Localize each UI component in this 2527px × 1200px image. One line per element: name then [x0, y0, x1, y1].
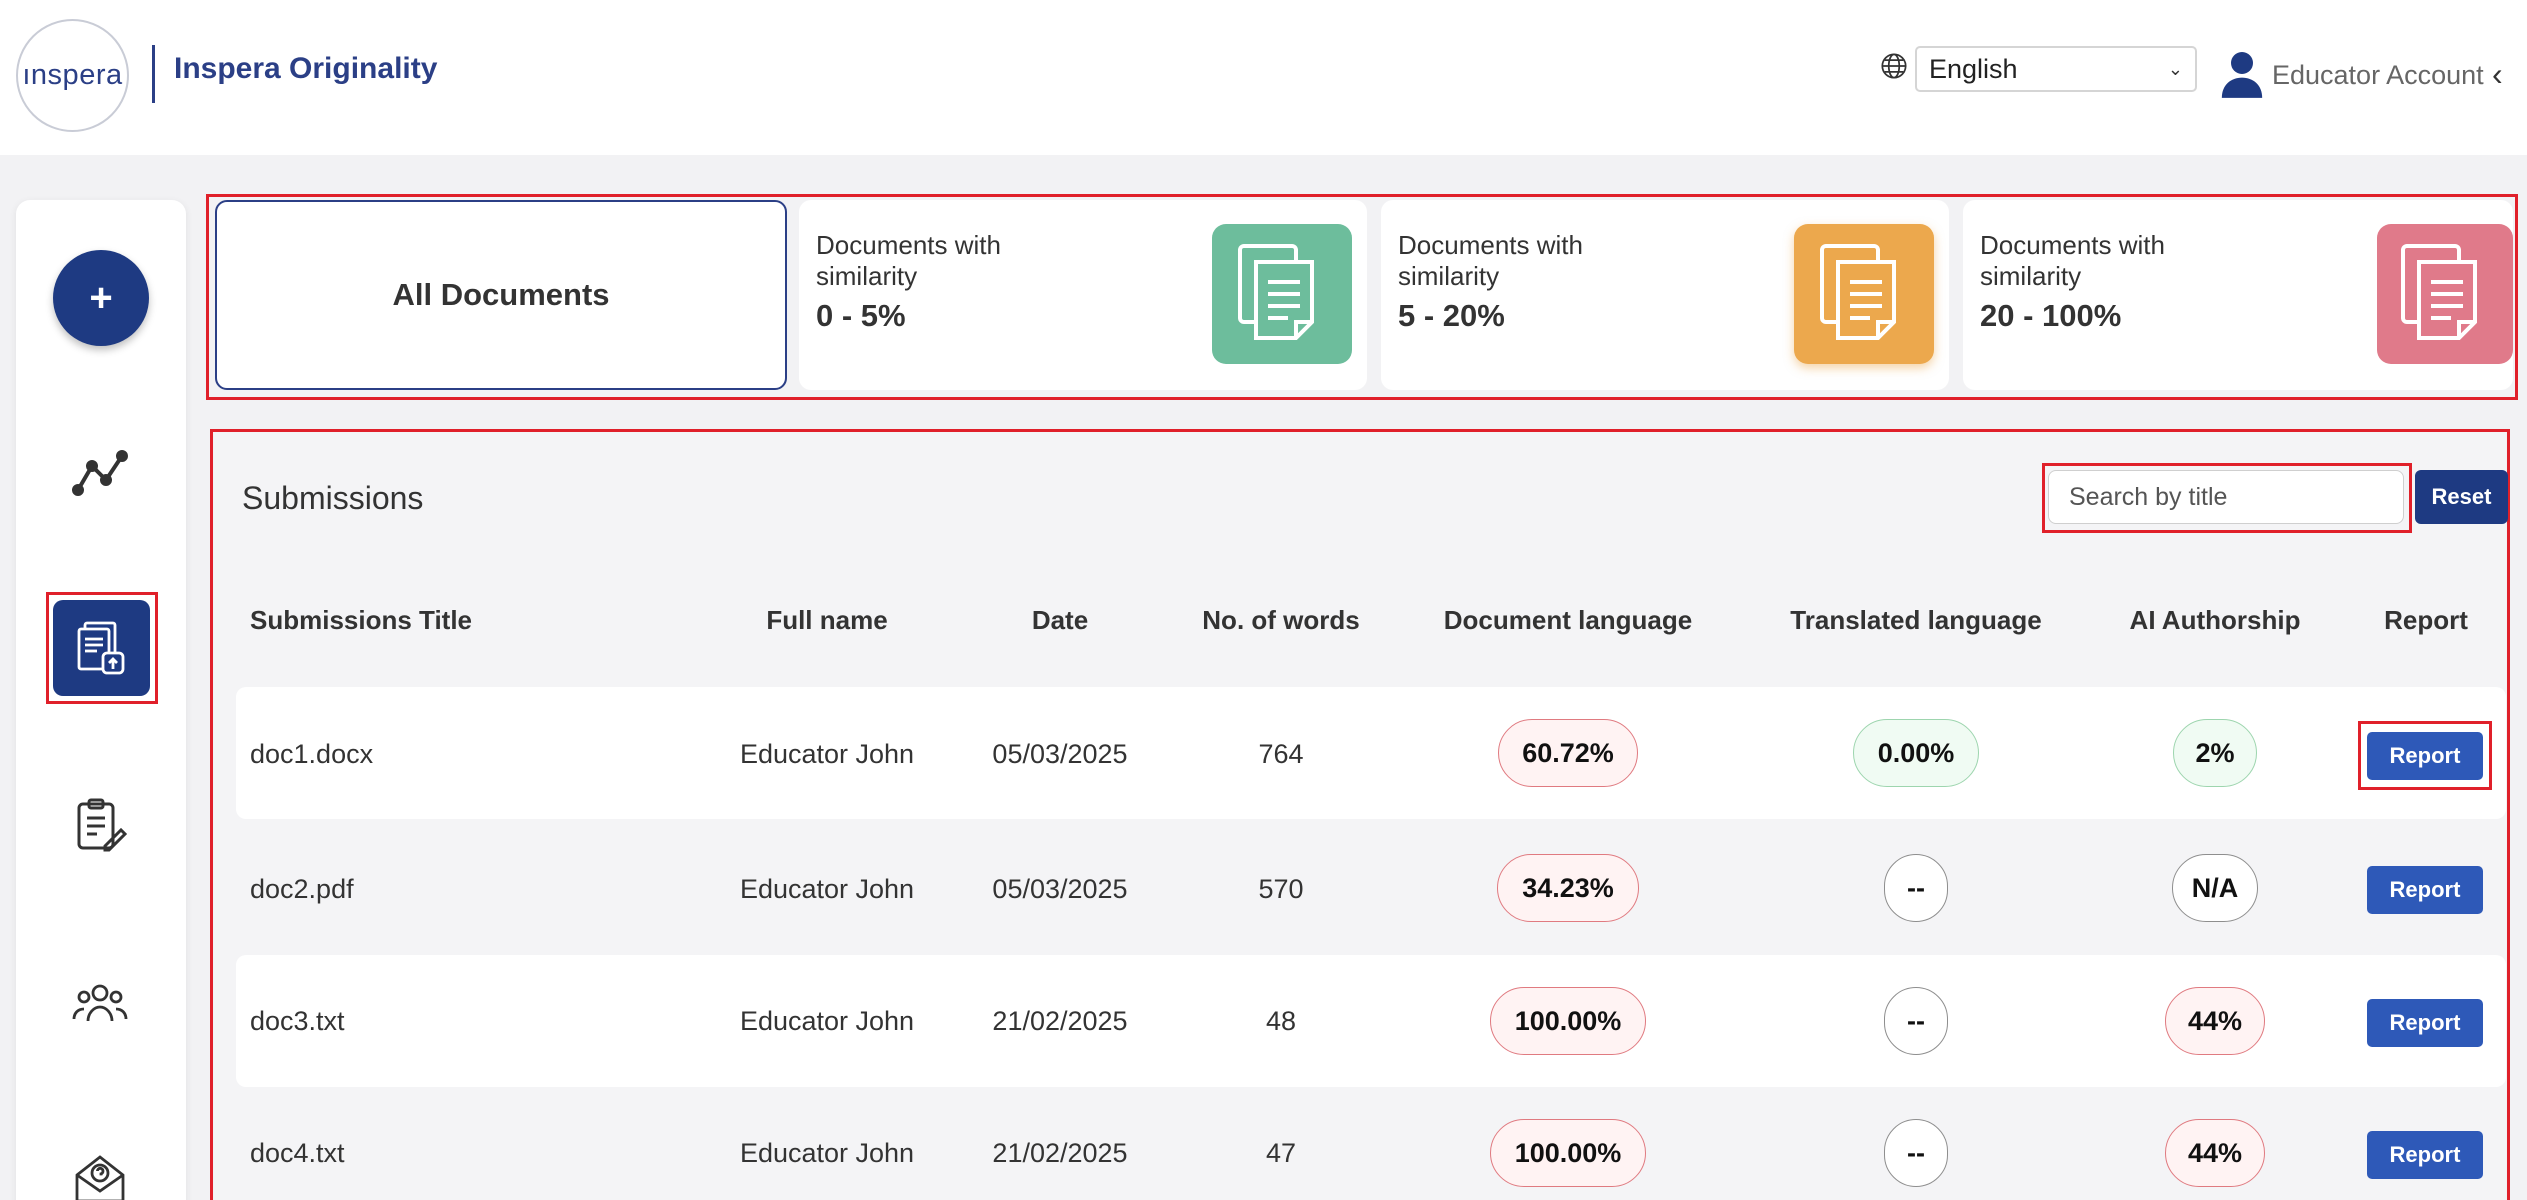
report-button[interactable]: Report — [2367, 866, 2483, 914]
report-button[interactable]: Report — [2367, 732, 2483, 780]
language-select[interactable]: English ⌄ — [1915, 46, 2197, 92]
users-group-icon — [72, 984, 128, 1022]
cell-full-name: Educator John — [739, 1138, 915, 1168]
column-header-translated-language[interactable]: Translated language — [1790, 605, 2042, 635]
translated-language-badge: -- — [1884, 987, 1948, 1055]
translated-language-badge: -- — [1884, 1119, 1948, 1187]
cell-date: 05/03/2025 — [992, 739, 1128, 769]
card-label: Documents with similarity — [1398, 230, 1583, 291]
ai-authorship-badge: 44% — [2165, 1119, 2265, 1187]
table-row[interactable] — [236, 687, 2506, 819]
logo-text: ınspera — [22, 59, 123, 91]
sidebar-item-users[interactable] — [70, 973, 130, 1033]
reset-button[interactable]: Reset — [2415, 470, 2508, 524]
summary-cards-highlight — [206, 194, 2518, 400]
active-item-highlight — [46, 592, 158, 704]
cell-full-name: Educator John — [739, 1006, 915, 1036]
app-header: ınspera Inspera Originality English ⌄ Ed… — [0, 0, 2527, 155]
column-header-words[interactable]: No. of words — [1202, 605, 1360, 635]
cell-date: 21/02/2025 — [992, 1006, 1128, 1036]
search-highlight — [2042, 463, 2412, 533]
column-header-name[interactable]: Full name — [766, 605, 888, 635]
chevron-left-icon[interactable]: ‹ — [2492, 56, 2503, 92]
user-icon[interactable] — [2220, 50, 2264, 98]
card-label: Documents with similarity — [816, 230, 1001, 291]
column-header-ai-authorship[interactable]: AI Authorship — [2129, 605, 2301, 635]
sidebar-item-assignments[interactable] — [70, 795, 130, 855]
documents-icon — [2377, 224, 2513, 364]
column-header-document-language[interactable]: Document language — [1443, 605, 1693, 635]
document-language-badge: 100.00% — [1490, 987, 1646, 1055]
cell-title[interactable]: doc3.txt — [250, 1006, 345, 1036]
column-header-title[interactable]: Submissions Title — [250, 605, 473, 635]
add-submission-button[interactable]: + — [53, 250, 149, 346]
cell-full-name: Educator John — [739, 739, 915, 769]
card-range: 20 - 100% — [1980, 298, 2122, 333]
sidebar-item-analytics[interactable] — [70, 444, 130, 504]
document-language-badge: 60.72% — [1498, 719, 1638, 787]
report-button[interactable]: Report — [2367, 999, 2483, 1047]
translated-language-badge: 0.00% — [1853, 719, 1979, 787]
document-language-badge: 100.00% — [1490, 1119, 1646, 1187]
report-button-highlight — [2358, 721, 2492, 790]
cell-words: 570 — [1258, 874, 1304, 904]
column-header-report: Report — [2384, 605, 2468, 635]
app-name: Inspera Originality — [174, 52, 438, 85]
submissions-panel-highlight — [210, 429, 2510, 1200]
card-similarity-low[interactable]: Documents with similarity 0 - 5% — [799, 200, 1367, 390]
cell-words: 764 — [1258, 739, 1304, 769]
documents-icon — [1794, 224, 1934, 364]
card-similarity-mid[interactable]: Documents with similarity 5 - 20% — [1381, 200, 1949, 390]
translated-language-badge: -- — [1884, 854, 1948, 922]
submissions-title: Submissions — [242, 480, 424, 516]
card-label: Documents with similarity — [1980, 230, 2165, 291]
globe-icon — [1881, 53, 1907, 79]
ai-authorship-badge: 2% — [2173, 719, 2257, 787]
cell-words: 47 — [1265, 1138, 1297, 1168]
line-chart-icon — [72, 450, 128, 496]
card-range: 0 - 5% — [816, 298, 906, 333]
sidebar-item-support[interactable] — [70, 1148, 130, 1200]
chevron-down-icon: ⌄ — [2167, 58, 2183, 79]
card-range: 5 - 20% — [1398, 298, 1505, 333]
report-button[interactable]: Report — [2367, 1131, 2483, 1179]
cell-title[interactable]: doc4.txt — [250, 1138, 345, 1168]
column-header-date[interactable]: Date — [1031, 605, 1089, 635]
sidebar-item-documents[interactable] — [53, 600, 150, 696]
documents-icon — [1212, 224, 1352, 364]
document-language-badge: 34.23% — [1497, 854, 1639, 922]
cell-date: 21/02/2025 — [992, 1138, 1128, 1168]
cell-title[interactable]: doc2.pdf — [250, 874, 354, 904]
cell-words: 48 — [1265, 1006, 1297, 1036]
cell-title[interactable]: doc1.docx — [250, 739, 374, 769]
card-all-documents[interactable]: All Documents — [215, 200, 787, 390]
card-similarity-high[interactable]: Documents with similarity 20 - 100% — [1963, 200, 2513, 390]
cell-full-name: Educator John — [739, 874, 915, 904]
account-label[interactable]: Educator Account — [2272, 60, 2484, 90]
document-upload-icon — [77, 621, 124, 675]
cell-date: 05/03/2025 — [992, 874, 1128, 904]
clipboard-edit-icon — [77, 798, 127, 852]
card-all-label: All Documents — [392, 277, 610, 312]
search-input[interactable] — [2048, 470, 2404, 524]
ai-authorship-badge: 44% — [2165, 987, 2265, 1055]
logo-divider — [152, 45, 155, 103]
mail-help-icon — [75, 1155, 125, 1200]
ai-authorship-badge: N/A — [2172, 854, 2258, 922]
table-row[interactable] — [236, 955, 2506, 1087]
language-value: English — [1929, 53, 2018, 84]
inspera-logo[interactable]: ınspera — [16, 19, 129, 132]
